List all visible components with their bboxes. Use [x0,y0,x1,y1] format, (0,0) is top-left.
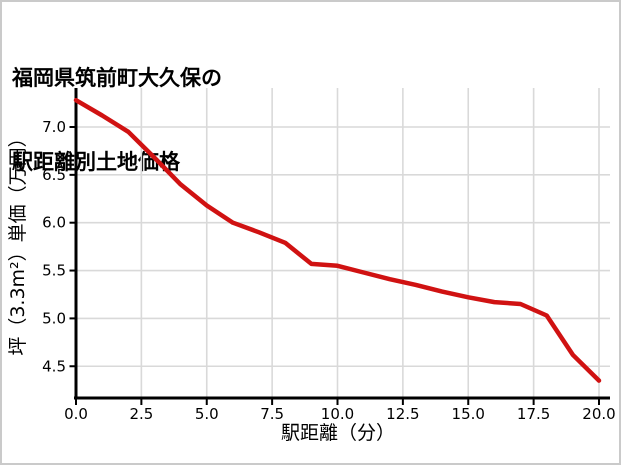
price-line [73,97,602,383]
x-tick-label: 10.0 [321,405,354,423]
x-tick-label: 0.0 [64,405,88,423]
y-tick-label: 4.5 [42,357,66,375]
y-tick-label: 6.0 [42,214,66,232]
x-tick-label: 5.0 [195,405,219,423]
chart-title-line1: 福岡県筑前町大久保の [12,66,222,90]
x-tick-label: 2.5 [129,405,153,423]
y-axis-label: 坪（3.3m²）単価（万円） [7,128,29,355]
x-tick-label: 15.0 [452,405,485,423]
x-tick-label: 12.5 [386,405,419,423]
y-tick-label: 6.5 [42,166,66,184]
y-tick-label: 7.0 [42,118,66,136]
y-tick-label: 5.0 [42,309,66,327]
x-tick-label: 7.5 [260,405,284,423]
x-tick-label: 20.0 [582,405,615,423]
x-axis-label: 駅距離（分） [281,422,395,444]
chart-generated: 0.0 2.5 5.0 7.5 10.0 12.5 15.0 17.5 20.0 4.5 5.0 5.… [42,88,616,423]
y-tick-label: 5.5 [42,262,66,280]
x-tick-label: 17.5 [517,405,550,423]
